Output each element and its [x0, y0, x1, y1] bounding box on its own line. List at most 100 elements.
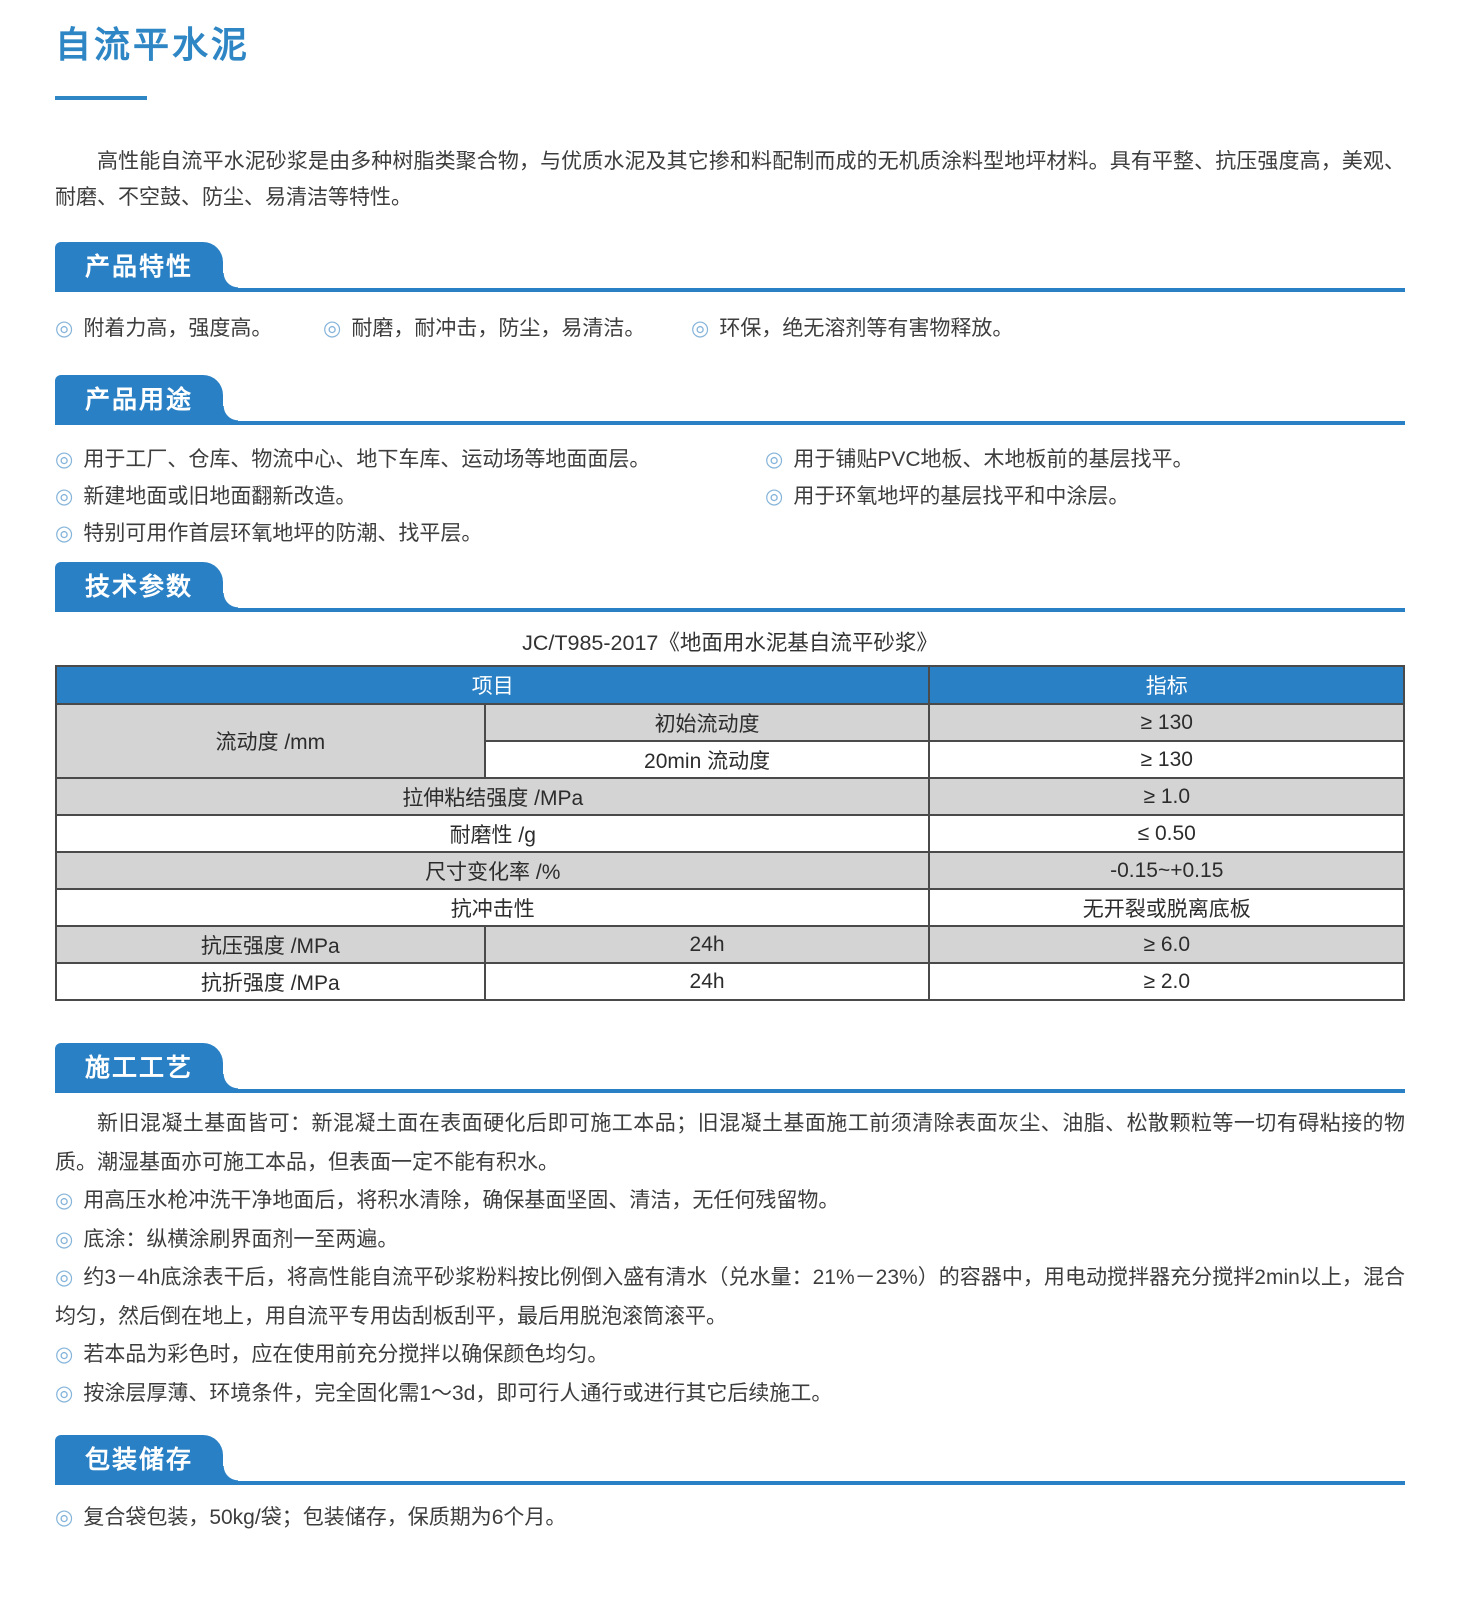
table-cell: 拉伸粘结强度 /MPa: [54, 777, 931, 816]
table-cell: ≥ 130: [928, 740, 1405, 779]
process-list: ◎ 用高压水枪冲洗干净地面后，将积水清除，确保基面坚固、清洁，无任何残留物。 ◎ 底…: [55, 1182, 1405, 1413]
list-item: ◎ 约3－4h底涂表干后，将高性能自流平砂浆粉料按比例倒入盛有清水（兑水量：21%…: [55, 1259, 1405, 1336]
section-packaging: 包装储存 ◎ 复合袋包装，50kg/袋；包装储存，保质期为6个月。: [55, 1435, 1405, 1536]
table-row: 尺寸变化率 /% -0.15~+0.15: [54, 851, 1405, 890]
column-header-item: 项目: [54, 665, 931, 705]
table-cell: ≥ 1.0: [928, 777, 1405, 816]
table-row: 拉伸粘结强度 /MPa ≥ 1.0: [54, 777, 1405, 816]
list-item: ◎ 用于铺贴PVC地板、木地板前的基层找平。: [765, 441, 1405, 478]
list-item: ◎ 复合袋包装，50kg/袋；包装储存，保质期为6个月。: [55, 1499, 1405, 1536]
intro-paragraph: 高性能自流平水泥砂浆是由多种树脂类聚合物，与优质水泥及其它掺和料配制而成的无机质…: [55, 150, 1405, 209]
title-underline: [55, 96, 147, 100]
list-item: ◎ 用于环氧地坪的基层找平和中涂层。: [765, 478, 1405, 515]
list-item-text: 附着力高，强度高。: [83, 317, 273, 340]
ring-bullet-icon: ◎: [55, 1506, 74, 1529]
list-item: ◎ 环保，绝无溶剂等有害物释放。: [691, 310, 1013, 347]
uses-list: ◎ 用于工厂、仓库、物流中心、地下车库、运动场等地面面层。 ◎ 新建地面或旧地面翻新…: [55, 441, 1405, 552]
table-cell: -0.15~+0.15: [928, 851, 1405, 890]
table-cell: 抗折强度 /MPa: [55, 962, 486, 1001]
ring-bullet-icon: ◎: [765, 448, 784, 471]
ring-bullet-icon: ◎: [55, 1381, 74, 1405]
table-cell: 耐磨性 /g: [54, 814, 931, 853]
section-process: 施工工艺 新旧混凝土基面皆可：新混凝土面在表面硬化后即可施工本品；旧混凝土基面施…: [55, 1043, 1405, 1413]
ring-bullet-icon: ◎: [55, 485, 74, 508]
list-item-text: 若本品为彩色时，应在使用前充分搅拌以确保颜色均匀。: [83, 1343, 609, 1366]
ring-bullet-icon: ◎: [55, 317, 74, 340]
list-item: ◎ 特别可用作首层环氧地坪的防潮、找平层。: [55, 515, 765, 552]
table-cell: 尺寸变化率 /%: [54, 851, 931, 890]
table-row: 抗冲击性 无开裂或脱离底板: [54, 888, 1405, 927]
page-title: 自流平水泥: [55, 24, 251, 65]
table-cell: ≤ 0.50: [928, 814, 1405, 853]
section-tab-label: 包装储存: [85, 1446, 194, 1474]
table-row: 20min 流动度 ≥ 130: [56, 740, 1405, 779]
uses-list-right-column: ◎ 用于铺贴PVC地板、木地板前的基层找平。 ◎ 用于环氧地坪的基层找平和中涂层。: [765, 441, 1405, 552]
section-header-features: 产品特性: [55, 242, 1405, 292]
process-body: 新旧混凝土基面皆可：新混凝土面在表面硬化后即可施工本品；旧混凝土基面施工前须清除…: [55, 1105, 1405, 1413]
ring-bullet-icon: ◎: [55, 1343, 74, 1366]
process-paragraph: 新旧混凝土基面皆可：新混凝土面在表面硬化后即可施工本品；旧混凝土基面施工前须清除…: [55, 1112, 1405, 1174]
table-cell: 初始流动度: [483, 703, 931, 742]
table-row: 抗压强度 /MPa 24h ≥ 6.0: [55, 925, 1405, 964]
list-item-text: 特别可用作首层环氧地坪的防潮、找平层。: [83, 522, 483, 545]
spec-table: 项目 指标 流动度 /mm 初始流动度 ≥ 130 20min 流动度 ≥ 13…: [54, 665, 1405, 1001]
list-item-text: 用高压水枪冲洗干净地面后，将积水清除，确保基面坚固、清洁，无任何残留物。: [83, 1189, 840, 1212]
list-item-text: 按涂层厚薄、环境条件，完全固化需1～3d，即可行人通行或进行其它后续施工。: [83, 1381, 833, 1405]
table-row: 抗折强度 /MPa 24h ≥ 2.0: [55, 962, 1405, 1001]
list-item: ◎ 耐磨，耐冲击，防尘，易清洁。: [323, 310, 691, 347]
list-item: ◎ 用于工厂、仓库、物流中心、地下车库、运动场等地面面层。: [55, 441, 765, 478]
table-row: 流动度 /mm 初始流动度 ≥ 130: [55, 703, 1405, 779]
packaging-list: ◎ 复合袋包装，50kg/袋；包装储存，保质期为6个月。: [55, 1499, 1405, 1536]
section-tab-label: 技术参数: [85, 573, 194, 601]
table-row: 耐磨性 /g ≤ 0.50: [54, 814, 1405, 853]
section-tab-uses: 产品用途: [55, 375, 239, 421]
list-item-text: 约3－4h底涂表干后，将高性能自流平砂浆粉料按比例倒入盛有清水（兑水量：21%－…: [55, 1266, 1405, 1328]
section-tab-process: 施工工艺: [55, 1043, 239, 1089]
section-tab-specs: 技术参数: [55, 562, 239, 608]
section-tab-features: 产品特性: [55, 242, 239, 288]
uses-list-left-column: ◎ 用于工厂、仓库、物流中心、地下车库、运动场等地面面层。 ◎ 新建地面或旧地面翻新…: [55, 441, 765, 552]
list-item-text: 底涂：纵横涂刷界面剂一至两遍。: [83, 1227, 399, 1251]
table-cell: 抗冲击性: [54, 888, 931, 927]
section-tab-label: 产品用途: [85, 386, 194, 414]
list-item-text: 用于铺贴PVC地板、木地板前的基层找平。: [793, 448, 1194, 471]
list-item: ◎ 按涂层厚薄、环境条件，完全固化需1～3d，即可行人通行或进行其它后续施工。: [55, 1375, 1405, 1414]
section-tab-packaging: 包装储存: [55, 1435, 239, 1481]
ring-bullet-icon: ◎: [323, 317, 342, 340]
list-item-text: 复合袋包装，50kg/袋；包装储存，保质期为6个月。: [83, 1506, 567, 1529]
ring-bullet-icon: ◎: [765, 485, 784, 508]
table-cell: 无开裂或脱离底板: [928, 888, 1405, 927]
list-item-text: 环保，绝无溶剂等有害物释放。: [719, 317, 1014, 340]
section-header-process: 施工工艺: [55, 1043, 1405, 1093]
list-item: ◎ 新建地面或旧地面翻新改造。: [55, 478, 765, 515]
section-header-uses: 产品用途: [55, 375, 1405, 425]
section-uses: 产品用途 ◎ 用于工厂、仓库、物流中心、地下车库、运动场等地面面层。 ◎ 新建地面或…: [55, 375, 1405, 552]
standard-caption: JC/T985-2017《地面用水泥基自流平砂浆》: [522, 631, 938, 655]
ring-bullet-icon: ◎: [55, 1189, 74, 1212]
features-list: ◎ 附着力高，强度高。 ◎ 耐磨，耐冲击，防尘，易清洁。 ◎ 环保，绝无溶剂等有害物释…: [55, 310, 1405, 347]
list-item: ◎ 用高压水枪冲洗干净地面后，将积水清除，确保基面坚固、清洁，无任何残留物。: [55, 1182, 1405, 1221]
table-cell: ≥ 130: [928, 703, 1405, 742]
table-header-row: 项目 指标: [54, 665, 1405, 705]
list-item: ◎ 底涂：纵横涂刷界面剂一至两遍。: [55, 1221, 1405, 1260]
table-cell: ≥ 6.0: [928, 925, 1405, 964]
table-cell: 流动度 /mm: [55, 703, 486, 779]
section-features: 产品特性 ◎ 附着力高，强度高。 ◎ 耐磨，耐冲击，防尘，易清洁。 ◎ 环保，绝无溶剂…: [55, 242, 1405, 347]
table-cell: 24h: [483, 925, 931, 964]
ring-bullet-icon: ◎: [55, 1227, 74, 1251]
section-tab-label: 施工工艺: [85, 1054, 194, 1082]
section-tab-label: 产品特性: [85, 253, 194, 281]
table-cell: 20min 流动度: [483, 740, 931, 779]
list-item-text: 用于工厂、仓库、物流中心、地下车库、运动场等地面面层。: [83, 448, 651, 471]
section-header-specs: 技术参数: [55, 562, 1405, 612]
ring-bullet-icon: ◎: [55, 1266, 74, 1289]
section-header-packaging: 包装储存: [55, 1435, 1405, 1485]
column-header-index: 指标: [928, 665, 1405, 705]
ring-bullet-icon: ◎: [55, 522, 74, 545]
list-item: ◎ 若本品为彩色时，应在使用前充分搅拌以确保颜色均匀。: [55, 1336, 1405, 1375]
table-cell: 抗压强度 /MPa: [55, 925, 486, 964]
table-cell: ≥ 2.0: [928, 962, 1405, 1001]
list-item-text: 耐磨，耐冲击，防尘，易清洁。: [351, 317, 646, 340]
list-item-text: 用于环氧地坪的基层找平和中涂层。: [793, 485, 1130, 508]
